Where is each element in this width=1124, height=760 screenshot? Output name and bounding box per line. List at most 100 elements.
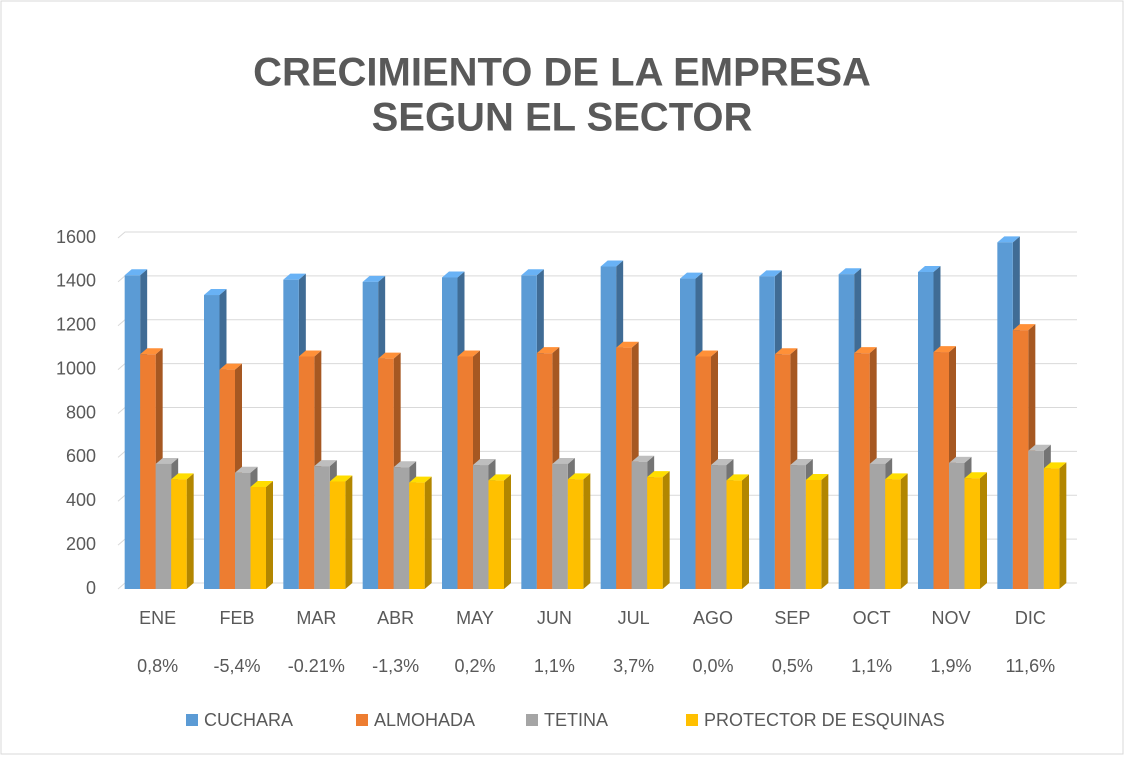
- bar: [680, 278, 696, 589]
- y-tick-label: 200: [66, 534, 96, 554]
- bar: [949, 462, 965, 589]
- category-note: 0,5%: [772, 656, 813, 676]
- bar-top: [997, 236, 1020, 243]
- bar-top: [918, 266, 941, 273]
- bar-top: [838, 268, 862, 275]
- x-tick-label: MAR: [296, 608, 336, 628]
- category-note: 3,7%: [613, 656, 654, 676]
- bar-top: [567, 473, 591, 480]
- bar: [1012, 330, 1029, 589]
- bar: [283, 279, 299, 589]
- x-tick-label: AGO: [693, 608, 733, 628]
- y-tick-label: 1400: [56, 271, 96, 291]
- bar: [774, 354, 791, 589]
- category-note: 1,1%: [534, 656, 575, 676]
- bar-top: [1028, 444, 1051, 451]
- bar: [329, 481, 346, 589]
- bar-top: [140, 348, 163, 355]
- bar: [964, 478, 980, 589]
- category-note: 0,0%: [692, 656, 733, 676]
- bar-top: [171, 473, 194, 480]
- bar-top: [933, 346, 956, 353]
- bar: [521, 275, 537, 589]
- x-tick-label: FEB: [219, 608, 254, 628]
- bar-top: [647, 471, 670, 478]
- bar-top: [600, 260, 624, 267]
- bar: [314, 466, 330, 589]
- x-tick-label: ENE: [139, 608, 176, 628]
- legend-swatch: [686, 714, 698, 726]
- bar: [600, 266, 617, 589]
- category-note: 1,1%: [851, 656, 892, 676]
- bar-top: [885, 473, 908, 480]
- bar-top: [695, 350, 718, 357]
- bar-top: [552, 457, 575, 464]
- bar: [1028, 450, 1044, 589]
- x-tick-label: JUL: [618, 608, 650, 628]
- y-tick-label: 800: [66, 402, 96, 422]
- bar: [695, 356, 711, 589]
- legend-label: CUCHARA: [204, 710, 293, 730]
- bar: [552, 463, 568, 589]
- bar: [790, 465, 806, 589]
- bar-top: [378, 352, 401, 359]
- bar: [869, 463, 886, 589]
- bar-side: [742, 474, 749, 589]
- x-tick-label: SEP: [774, 608, 810, 628]
- bar: [997, 242, 1013, 589]
- category-note: 0,8%: [137, 656, 178, 676]
- bar-top: [631, 455, 655, 462]
- grid-line: [117, 231, 1077, 239]
- category-note: 0,2%: [454, 656, 495, 676]
- x-tick-label: JUN: [537, 608, 572, 628]
- bar-top: [521, 269, 544, 276]
- category-note: -1,3%: [372, 656, 419, 676]
- bar: [616, 347, 632, 589]
- bar-top: [726, 474, 749, 481]
- y-tick-label: 1200: [56, 315, 96, 335]
- bar-top: [283, 273, 306, 280]
- bar-top: [964, 472, 987, 479]
- bar: [219, 369, 235, 589]
- x-tick-label: ABR: [377, 608, 414, 628]
- y-tick-label: 600: [66, 446, 96, 466]
- bar-top: [235, 466, 258, 473]
- bar: [536, 353, 553, 589]
- bar: [457, 356, 473, 589]
- bar-side: [504, 474, 511, 589]
- bar-top: [393, 461, 417, 468]
- y-tick-label: 400: [66, 490, 96, 510]
- bar: [759, 276, 775, 589]
- category-note: 1,9%: [930, 656, 971, 676]
- legend-swatch: [356, 714, 368, 726]
- bar-top: [949, 456, 972, 463]
- bar: [204, 295, 220, 589]
- bar: [711, 465, 727, 589]
- bar-top: [711, 459, 734, 466]
- bar-top: [869, 457, 893, 464]
- x-tick-label: DIC: [1015, 608, 1046, 628]
- bar: [250, 486, 266, 589]
- bar: [854, 353, 870, 589]
- bar-top: [790, 459, 813, 466]
- bar: [838, 274, 855, 589]
- bar-top: [124, 269, 148, 276]
- bar: [362, 281, 379, 589]
- bar-side: [345, 475, 353, 589]
- legend-label: ALMOHADA: [374, 710, 475, 730]
- bar-top: [536, 347, 560, 354]
- chart-title: CRECIMIENTO DE LA EMPRESA: [253, 51, 871, 95]
- bar-top: [457, 350, 480, 357]
- bar: [378, 358, 394, 589]
- bar-top: [759, 270, 782, 277]
- bar-top: [774, 348, 798, 355]
- bar-top: [362, 275, 386, 282]
- bar: [567, 479, 584, 589]
- bar-top: [854, 347, 877, 354]
- bar: [473, 465, 489, 589]
- bar-top: [805, 473, 829, 480]
- bar-top: [473, 459, 496, 466]
- x-tick-label: OCT: [853, 608, 891, 628]
- bar-top: [155, 457, 179, 464]
